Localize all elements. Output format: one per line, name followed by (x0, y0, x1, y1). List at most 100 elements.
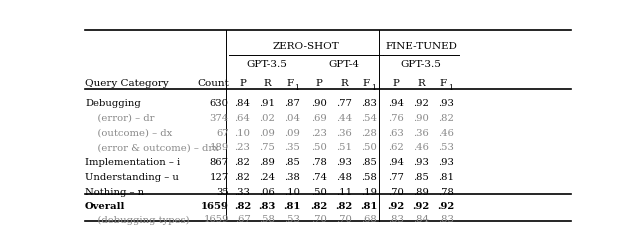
Text: .36: .36 (413, 129, 429, 138)
Text: .44: .44 (336, 114, 352, 123)
Text: .62: .62 (388, 143, 404, 152)
Text: (debugging types): (debugging types) (85, 216, 189, 225)
Text: .46: .46 (438, 129, 454, 138)
Text: .91: .91 (259, 99, 275, 108)
Text: ZERO-SHOT: ZERO-SHOT (272, 42, 339, 51)
Text: .51: .51 (336, 143, 352, 152)
Text: 1659: 1659 (204, 216, 229, 224)
Text: 35: 35 (216, 188, 229, 197)
Text: .38: .38 (284, 173, 300, 182)
Text: 630: 630 (210, 99, 229, 108)
Text: .92: .92 (437, 202, 454, 210)
Text: .89: .89 (259, 158, 275, 167)
Text: .81: .81 (438, 173, 454, 182)
Text: (error & outcome) – drx: (error & outcome) – drx (85, 143, 219, 152)
Text: .63: .63 (388, 129, 404, 138)
Text: .04: .04 (284, 114, 300, 123)
Text: Overall: Overall (85, 202, 125, 210)
Text: .19: .19 (361, 188, 377, 197)
Text: GPT-3.5: GPT-3.5 (247, 60, 287, 69)
Text: R: R (340, 79, 348, 88)
Text: .90: .90 (312, 99, 327, 108)
Text: P: P (393, 79, 399, 88)
Text: 1659: 1659 (201, 202, 229, 210)
Text: .69: .69 (312, 114, 327, 123)
Text: .54: .54 (361, 114, 377, 123)
Text: .89: .89 (413, 188, 429, 197)
Text: (error) – dr: (error) – dr (85, 114, 154, 123)
Text: .82: .82 (234, 202, 251, 210)
Text: .78: .78 (312, 158, 327, 167)
Text: Query Category: Query Category (85, 79, 169, 88)
Text: .10: .10 (284, 188, 300, 197)
Text: .75: .75 (259, 143, 275, 152)
Text: 127: 127 (209, 173, 229, 182)
Text: Implementation – i: Implementation – i (85, 158, 180, 167)
Text: .58: .58 (259, 216, 275, 224)
Text: .83: .83 (438, 216, 454, 224)
Text: .83: .83 (259, 202, 276, 210)
Text: .70: .70 (336, 216, 352, 224)
Text: .77: .77 (388, 173, 404, 182)
Text: .53: .53 (438, 143, 454, 152)
Text: .93: .93 (336, 158, 352, 167)
Text: .92: .92 (412, 202, 429, 210)
Text: F: F (363, 79, 370, 88)
Text: .33: .33 (234, 188, 250, 197)
Text: .82: .82 (310, 202, 328, 210)
Text: P: P (239, 79, 246, 88)
Text: .23: .23 (234, 143, 250, 152)
Text: .81: .81 (284, 202, 301, 210)
Text: GPT-4: GPT-4 (328, 60, 360, 69)
Text: 67: 67 (216, 129, 229, 138)
Text: .92: .92 (388, 202, 405, 210)
Text: F: F (286, 79, 293, 88)
Text: .93: .93 (438, 99, 454, 108)
Text: .46: .46 (413, 143, 429, 152)
Text: F: F (440, 79, 447, 88)
Text: .93: .93 (413, 158, 429, 167)
Text: .11: .11 (336, 188, 352, 197)
Text: .02: .02 (259, 114, 275, 123)
Text: .82: .82 (438, 114, 454, 123)
Text: .85: .85 (361, 158, 377, 167)
Text: .24: .24 (259, 173, 275, 182)
Text: .83: .83 (361, 99, 377, 108)
Text: 1: 1 (371, 84, 376, 92)
Text: .92: .92 (413, 99, 429, 108)
Text: .82: .82 (234, 158, 250, 167)
Text: Debugging: Debugging (85, 99, 141, 108)
Text: Count: Count (197, 79, 229, 88)
Text: .90: .90 (413, 114, 429, 123)
Text: .09: .09 (259, 129, 275, 138)
Text: .67: .67 (235, 216, 250, 224)
Text: .64: .64 (234, 114, 250, 123)
Text: .58: .58 (361, 173, 377, 182)
Text: .78: .78 (438, 188, 454, 197)
Text: .10: .10 (234, 129, 250, 138)
Text: (outcome) – dx: (outcome) – dx (85, 129, 172, 138)
Text: .76: .76 (388, 114, 404, 123)
Text: .23: .23 (312, 129, 327, 138)
Text: .82: .82 (234, 173, 250, 182)
Text: 867: 867 (210, 158, 229, 167)
Text: R: R (417, 79, 425, 88)
Text: .94: .94 (388, 99, 404, 108)
Text: .50: .50 (312, 188, 327, 197)
Text: GPT-3.5: GPT-3.5 (401, 60, 442, 69)
Text: .06: .06 (259, 188, 275, 197)
Text: .85: .85 (284, 158, 300, 167)
Text: 374: 374 (209, 114, 229, 123)
Text: .85: .85 (413, 173, 429, 182)
Text: .35: .35 (284, 143, 300, 152)
Text: .68: .68 (361, 216, 377, 224)
Text: .82: .82 (335, 202, 353, 210)
Text: .84: .84 (234, 99, 250, 108)
Text: FINE-TUNED: FINE-TUNED (385, 42, 457, 51)
Text: 1: 1 (294, 84, 299, 92)
Text: .36: .36 (336, 129, 352, 138)
Text: .50: .50 (312, 143, 327, 152)
Text: Understanding – u: Understanding – u (85, 173, 179, 182)
Text: .81: .81 (360, 202, 378, 210)
Text: .50: .50 (361, 143, 377, 152)
